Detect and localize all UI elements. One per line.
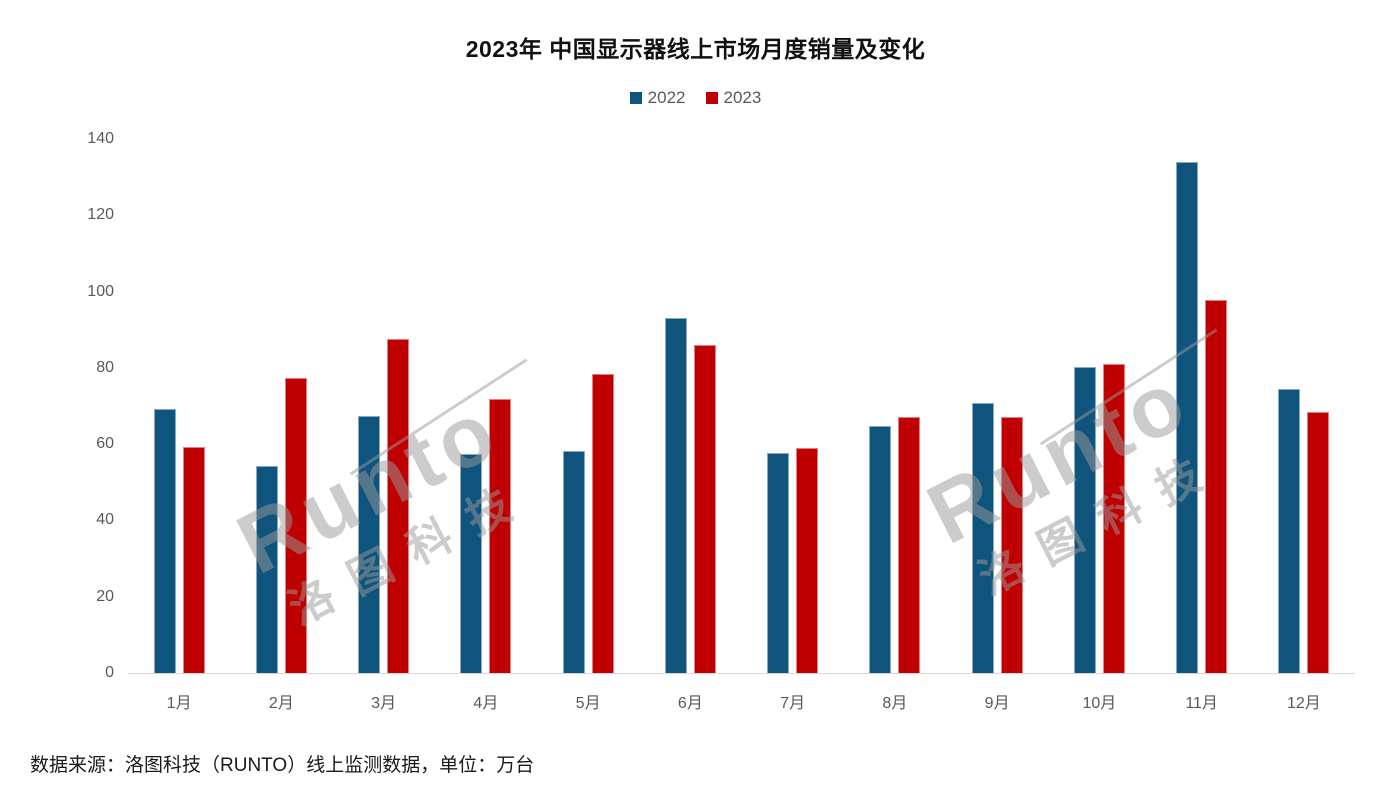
bar-2023-1月	[182, 447, 205, 673]
legend-label-2022: 2022	[647, 88, 686, 107]
bar-group-7月	[767, 140, 819, 673]
bar-2022-5月	[562, 450, 585, 673]
bar-2023-12月	[1307, 412, 1330, 673]
bar-2023-2月	[284, 378, 307, 673]
bar-group-8月	[869, 140, 921, 673]
bar-2022-10月	[1073, 367, 1096, 673]
legend-swatch-2022-icon	[629, 92, 642, 104]
plot-area: 0 20 40 60 80 100 120 140	[87, 130, 1355, 681]
bar-2023-4月	[489, 399, 512, 673]
legend: 2022 2023	[0, 88, 1391, 108]
bar-group-6月	[664, 140, 716, 673]
bar-group-5月	[562, 140, 614, 673]
bar-2022-6月	[664, 317, 687, 673]
bar-group-2月	[255, 140, 307, 673]
bar-2023-11月	[1205, 299, 1228, 673]
legend-item-2023: 2023	[705, 88, 762, 108]
y-tick-label: 80	[96, 358, 114, 376]
y-tick-label: 0	[105, 664, 114, 681]
x-tick-label-12月: 12月	[1286, 695, 1321, 712]
bar-group-1月	[153, 140, 205, 673]
legend-swatch-2023-icon	[705, 92, 718, 104]
bar-2022-9月	[971, 403, 994, 673]
x-axis-labels: 1月 2月 3月 4月 5月 6月 7月 8月 9月 10月 11月 12月	[128, 689, 1355, 713]
bar-group-4月	[460, 140, 512, 673]
y-tick-label: 100	[87, 282, 114, 300]
bar-2023-5月	[591, 374, 614, 673]
bar-2022-11月	[1176, 161, 1199, 673]
bar-2022-4月	[460, 453, 483, 673]
bar-2023-8月	[898, 416, 921, 673]
x-tick-label-11月: 11月	[1185, 695, 1218, 712]
legend-item-2022: 2022	[629, 88, 686, 108]
chart-title: 2023年 中国显示器线上市场月度销量及变化	[465, 36, 926, 62]
y-tick-label: 120	[87, 206, 114, 224]
x-tick-label-10月: 10月	[1082, 695, 1117, 712]
bar-group-10月	[1073, 140, 1125, 673]
bar-group-3月	[358, 140, 410, 673]
x-tick-label-3月: 3月	[371, 695, 397, 712]
x-tick-label-2月: 2月	[268, 695, 294, 712]
bar-2023-7月	[796, 448, 819, 673]
bar-group-9月	[971, 140, 1023, 673]
bar-2022-1月	[153, 408, 176, 673]
bar-2022-2月	[255, 465, 278, 673]
x-tick-label-6月: 6月	[677, 695, 703, 712]
y-tick-label: 60	[96, 435, 114, 453]
bar-2023-9月	[1000, 416, 1023, 673]
bar-2023-10月	[1102, 363, 1125, 673]
x-tick-label-5月: 5月	[575, 695, 601, 712]
bar-2022-3月	[358, 415, 381, 673]
data-source-note: 数据来源：洛图科技（RUNTO）线上监测数据，单位：万台	[30, 755, 535, 776]
y-tick-label: 140	[87, 130, 114, 147]
x-tick-label-9月: 9月	[984, 695, 1010, 712]
y-tick-label: 20	[96, 587, 114, 605]
x-tick-label-8月: 8月	[882, 695, 908, 712]
bar-group-12月	[1278, 140, 1330, 673]
bar-2022-8月	[869, 426, 892, 673]
bar-2022-12月	[1278, 388, 1301, 673]
x-tick-label-7月: 7月	[780, 695, 806, 712]
bar-2023-3月	[387, 339, 410, 673]
y-tick-label: 40	[96, 511, 114, 529]
bar-group-11月	[1176, 140, 1228, 673]
x-tick-label-1月: 1月	[166, 695, 192, 712]
legend-label-2023: 2023	[723, 88, 762, 107]
x-tick-label-4月: 4月	[473, 695, 499, 712]
bar-2022-7月	[767, 453, 790, 673]
bar-2023-6月	[693, 345, 716, 673]
